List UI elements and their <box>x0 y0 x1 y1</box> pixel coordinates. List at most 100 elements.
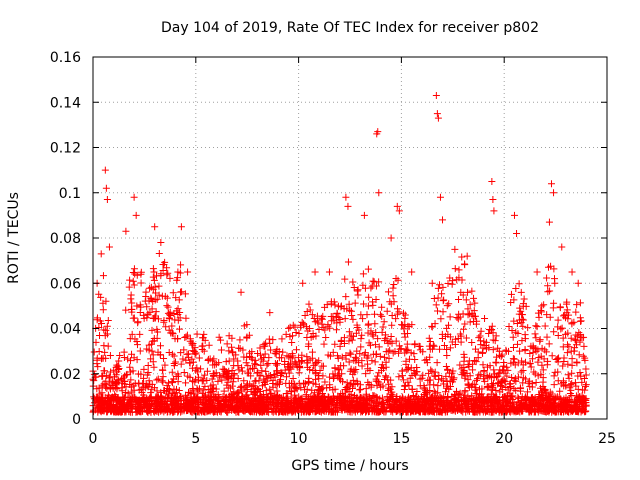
data-point <box>536 336 544 344</box>
data-point <box>408 385 416 393</box>
data-point <box>320 404 328 412</box>
data-point <box>426 353 434 361</box>
data-point <box>340 362 348 370</box>
data-point <box>393 202 401 210</box>
data-point <box>460 350 468 358</box>
data-point <box>448 369 456 377</box>
data-point <box>519 322 527 330</box>
data-point <box>223 340 231 348</box>
data-point <box>177 261 185 269</box>
data-point <box>168 378 176 386</box>
data-point <box>553 355 561 363</box>
data-point <box>463 405 471 413</box>
data-point <box>155 291 163 299</box>
data-point <box>286 363 294 371</box>
data-point <box>440 380 448 388</box>
data-point <box>95 324 103 332</box>
data-point <box>228 334 236 342</box>
data-point <box>243 381 251 389</box>
data-point <box>321 378 329 386</box>
data-point <box>550 299 558 307</box>
data-point <box>568 369 576 377</box>
data-point <box>303 353 311 361</box>
data-point <box>403 366 411 374</box>
data-point <box>257 355 265 363</box>
data-point <box>110 396 118 404</box>
data-point <box>380 408 388 416</box>
data-point <box>512 387 520 395</box>
data-point <box>529 396 537 404</box>
data-point <box>347 350 355 358</box>
y-tick-label: 0 <box>72 412 81 428</box>
data-point <box>146 284 154 292</box>
data-point <box>132 211 140 219</box>
data-point <box>386 298 394 306</box>
data-point <box>462 334 470 342</box>
data-point <box>489 346 497 354</box>
data-point <box>193 330 201 338</box>
data-point <box>144 368 152 376</box>
data-point <box>439 297 447 305</box>
data-point <box>238 367 246 375</box>
data-point <box>413 387 421 395</box>
data-point <box>263 377 271 385</box>
data-point <box>323 384 331 392</box>
data-point <box>371 341 379 349</box>
data-point <box>536 384 544 392</box>
data-point <box>544 282 552 290</box>
data-point <box>529 349 537 357</box>
data-point <box>563 298 571 306</box>
data-point <box>389 292 397 300</box>
data-point <box>150 276 158 284</box>
data-point <box>311 360 319 368</box>
data-point <box>478 399 486 407</box>
data-point <box>297 408 305 416</box>
data-point <box>395 373 403 381</box>
data-point <box>359 270 367 278</box>
data-point <box>410 367 418 375</box>
data-point <box>494 344 502 352</box>
data-point <box>403 340 411 348</box>
data-point <box>565 374 573 382</box>
data-point <box>434 307 442 315</box>
data-point <box>121 393 129 401</box>
data-point <box>549 400 557 408</box>
data-point <box>434 389 442 397</box>
data-point <box>217 346 225 354</box>
data-point <box>93 314 101 322</box>
data-point <box>541 322 549 330</box>
data-point <box>163 393 171 401</box>
data-point <box>532 322 540 330</box>
data-point <box>543 333 551 341</box>
data-point <box>559 362 567 370</box>
data-point <box>251 356 259 364</box>
data-point <box>247 353 255 361</box>
data-point <box>246 365 254 373</box>
data-point <box>357 311 365 319</box>
data-point <box>102 184 110 192</box>
data-point <box>174 378 182 386</box>
data-point <box>458 253 466 261</box>
data-point <box>449 378 457 386</box>
data-point <box>578 405 586 413</box>
data-point <box>248 348 256 356</box>
data-point <box>521 331 529 339</box>
data-point <box>214 397 222 405</box>
data-point <box>572 308 580 316</box>
data-point <box>451 265 459 273</box>
data-point <box>505 323 513 331</box>
data-point <box>233 389 241 397</box>
data-point <box>482 338 490 346</box>
data-point <box>225 357 233 365</box>
data-point <box>320 340 328 348</box>
y-tick-label: 0.12 <box>50 141 81 157</box>
data-point <box>428 279 436 287</box>
data-point <box>220 366 228 374</box>
data-point <box>434 114 442 122</box>
data-point <box>504 392 512 400</box>
data-point <box>151 314 159 322</box>
data-point <box>348 312 356 320</box>
data-point <box>184 372 192 380</box>
data-point <box>351 299 359 307</box>
data-point <box>182 391 190 399</box>
